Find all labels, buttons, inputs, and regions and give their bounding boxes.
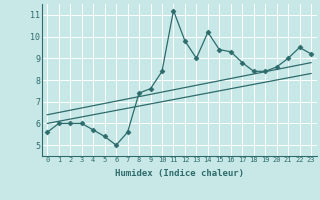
X-axis label: Humidex (Indice chaleur): Humidex (Indice chaleur)	[115, 169, 244, 178]
